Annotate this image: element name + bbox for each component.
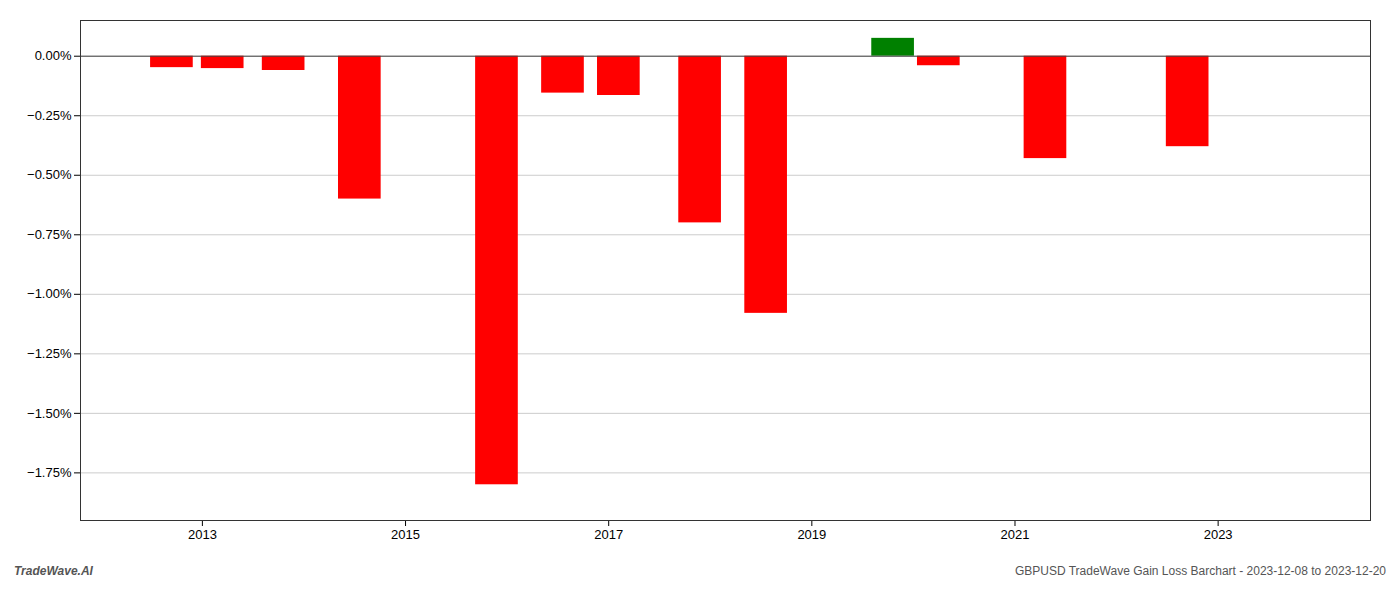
svg-text:2023: 2023 bbox=[1204, 527, 1233, 542]
svg-text:−1.25%: −1.25% bbox=[27, 346, 72, 361]
svg-text:2017: 2017 bbox=[594, 527, 623, 542]
svg-text:−1.50%: −1.50% bbox=[27, 406, 72, 421]
svg-text:0.00%: 0.00% bbox=[35, 48, 72, 63]
svg-text:−0.25%: −0.25% bbox=[27, 108, 72, 123]
svg-text:−1.00%: −1.00% bbox=[27, 286, 72, 301]
svg-text:2015: 2015 bbox=[391, 527, 420, 542]
svg-text:−1.75%: −1.75% bbox=[27, 465, 72, 480]
svg-text:2021: 2021 bbox=[1001, 527, 1030, 542]
svg-text:−0.50%: −0.50% bbox=[27, 167, 72, 182]
html-text:GBPUSD TradeWave Gain Loss Bar: GBPUSD TradeWave Gain Loss Barchart - 20… bbox=[1014, 564, 1386, 578]
html-text:TradeWave.AI: TradeWave.AI bbox=[14, 564, 93, 578]
svg-text:2019: 2019 bbox=[797, 527, 826, 542]
svg-text:−0.75%: −0.75% bbox=[27, 227, 72, 242]
svg-text:2013: 2013 bbox=[188, 527, 217, 542]
